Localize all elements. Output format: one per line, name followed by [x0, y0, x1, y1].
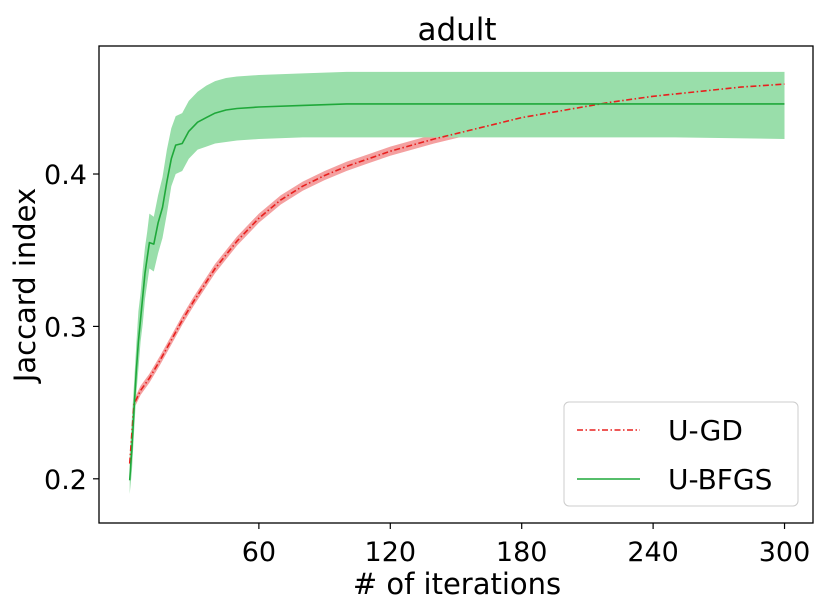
x-tick-label: 300	[759, 537, 811, 568]
u-bfgs-legend-label: U-BFGS	[668, 463, 772, 496]
x-axis-label: # of iterations	[353, 567, 561, 601]
x-tick-label: 60	[242, 537, 276, 568]
y-tick-label: 0.4	[44, 160, 87, 191]
plot-frame	[98, 45, 814, 524]
y-axis-label: Jaccard index	[8, 188, 42, 384]
y-tick-label: 0.3	[44, 312, 87, 343]
series-lines	[128, 83, 785, 481]
x-tick-label: 240	[627, 537, 679, 568]
x-tick-label: 180	[496, 537, 548, 568]
chart-title: adult	[417, 12, 496, 48]
y-tick-label: 0.2	[44, 465, 87, 496]
confidence-bands	[129, 71, 785, 495]
axis-ticks: 60 120 180 240 300 0.2 0.3 0.4	[44, 160, 810, 568]
legend-box	[563, 401, 799, 507]
legend: U-GD U-BFGS	[563, 401, 799, 507]
u-bfgs-line	[128, 103, 785, 481]
u-gd-legend-label: U-GD	[668, 414, 743, 447]
u-bfgs-band	[129, 71, 785, 495]
x-tick-label: 120	[365, 537, 417, 568]
